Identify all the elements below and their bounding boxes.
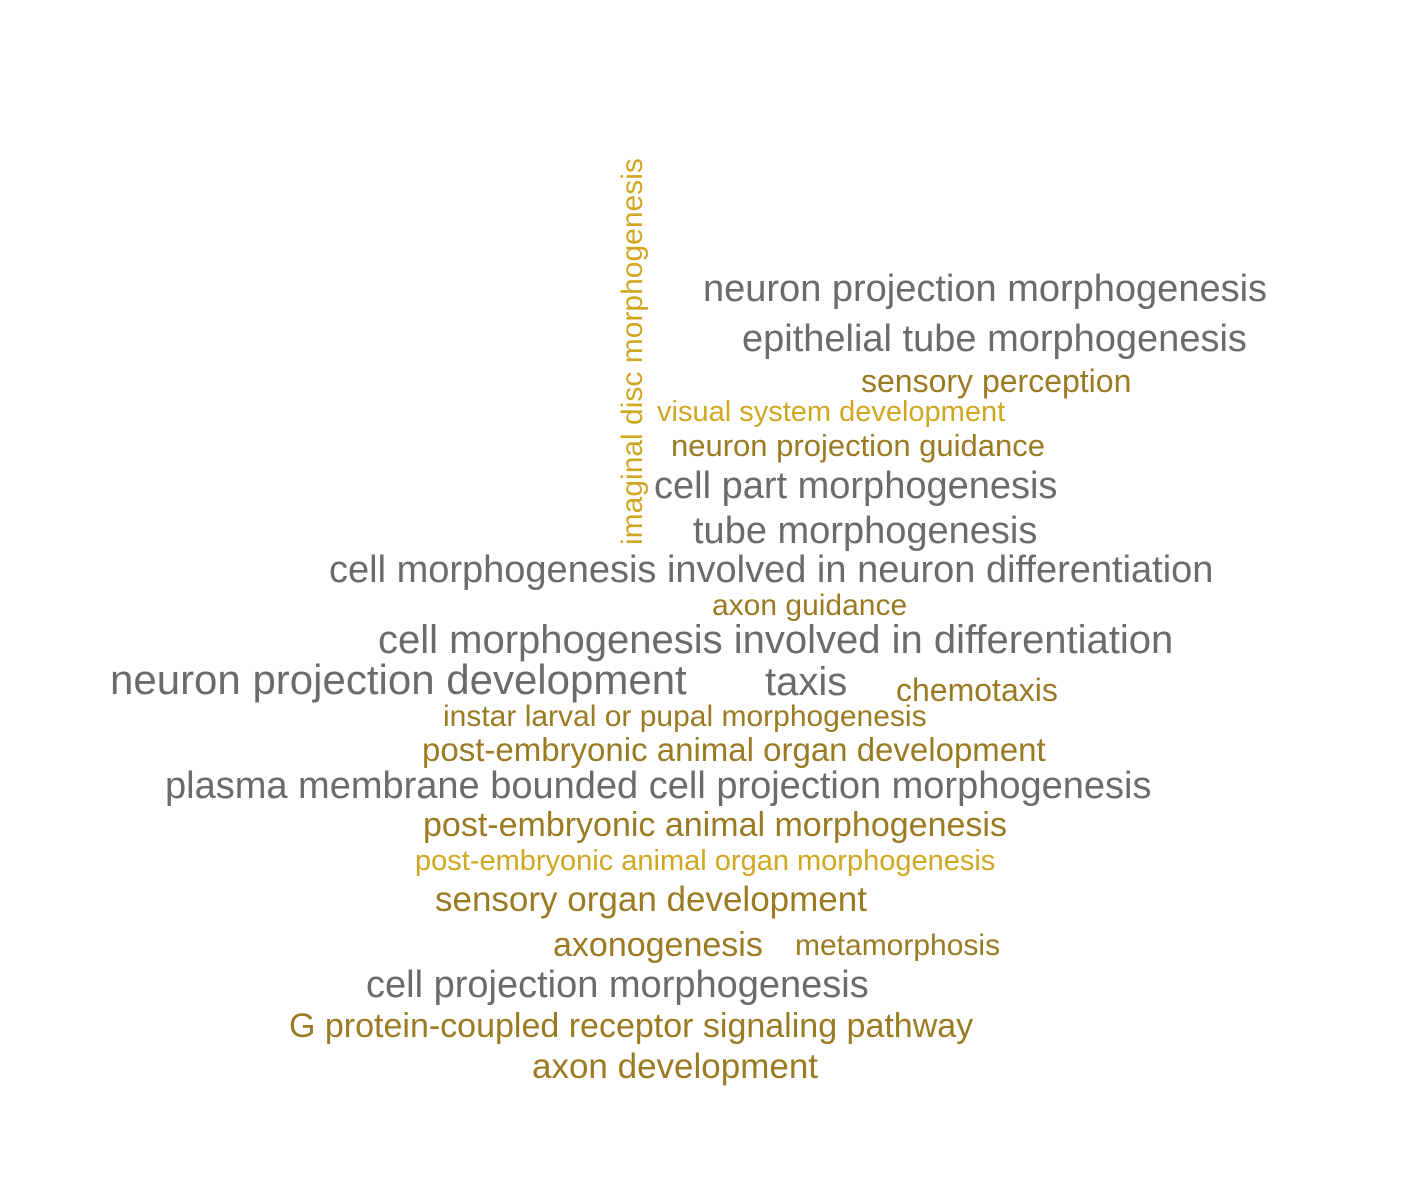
- word-instar-larval-or-pupal-morphogenesis: instar larval or pupal morphogenesis: [443, 700, 927, 733]
- word-post-embryonic-animal-morphogenesis: post-embryonic animal morphogenesis: [423, 806, 1007, 844]
- word-neuron-projection-development: neuron projection development: [110, 656, 687, 703]
- word-post-embryonic-animal-organ-development: post-embryonic animal organ development: [422, 731, 1046, 768]
- word-axon-development: axon development: [532, 1047, 819, 1086]
- word-neuron-projection-morphogenesis: neuron projection morphogenesis: [703, 268, 1268, 310]
- word-imaginal-disc-morphogenesis: imaginal disc morphogenesis: [616, 158, 649, 545]
- word-cell-morphogenesis-involved-in-differentiation: cell morphogenesis involved in different…: [378, 618, 1174, 662]
- word-neuron-projection-guidance: neuron projection guidance: [671, 428, 1045, 463]
- word-metamorphosis: metamorphosis: [795, 929, 1001, 962]
- word-tube-morphogenesis: tube morphogenesis: [693, 510, 1038, 552]
- word-axonogenesis: axonogenesis: [553, 926, 763, 964]
- word-visual-system-development: visual system development: [657, 396, 1006, 428]
- word-epithelial-tube-morphogenesis: epithelial tube morphogenesis: [742, 318, 1247, 360]
- word-g-protein-coupled-receptor-signaling-pathway: G protein-coupled receptor signaling pat…: [289, 1007, 974, 1045]
- word-cell-part-morphogenesis: cell part morphogenesis: [654, 465, 1058, 507]
- word-sensory-organ-development: sensory organ development: [435, 880, 867, 919]
- word-plasma-membrane-bounded-cell-projection-morphogenesis: plasma membrane bounded cell projection …: [165, 765, 1152, 807]
- word-post-embryonic-animal-organ-morphogenesis: post-embryonic animal organ morphogenesi…: [415, 845, 996, 877]
- word-taxis: taxis: [765, 660, 848, 704]
- word-cell-morphogenesis-involved-in-neuron-differentiation: cell morphogenesis involved in neuron di…: [329, 549, 1214, 591]
- word-chemotaxis: chemotaxis: [896, 672, 1058, 708]
- word-sensory-perception: sensory perception: [861, 363, 1132, 399]
- word-cell-projection-morphogenesis: cell projection morphogenesis: [366, 964, 869, 1006]
- word-axon-guidance: axon guidance: [712, 589, 908, 622]
